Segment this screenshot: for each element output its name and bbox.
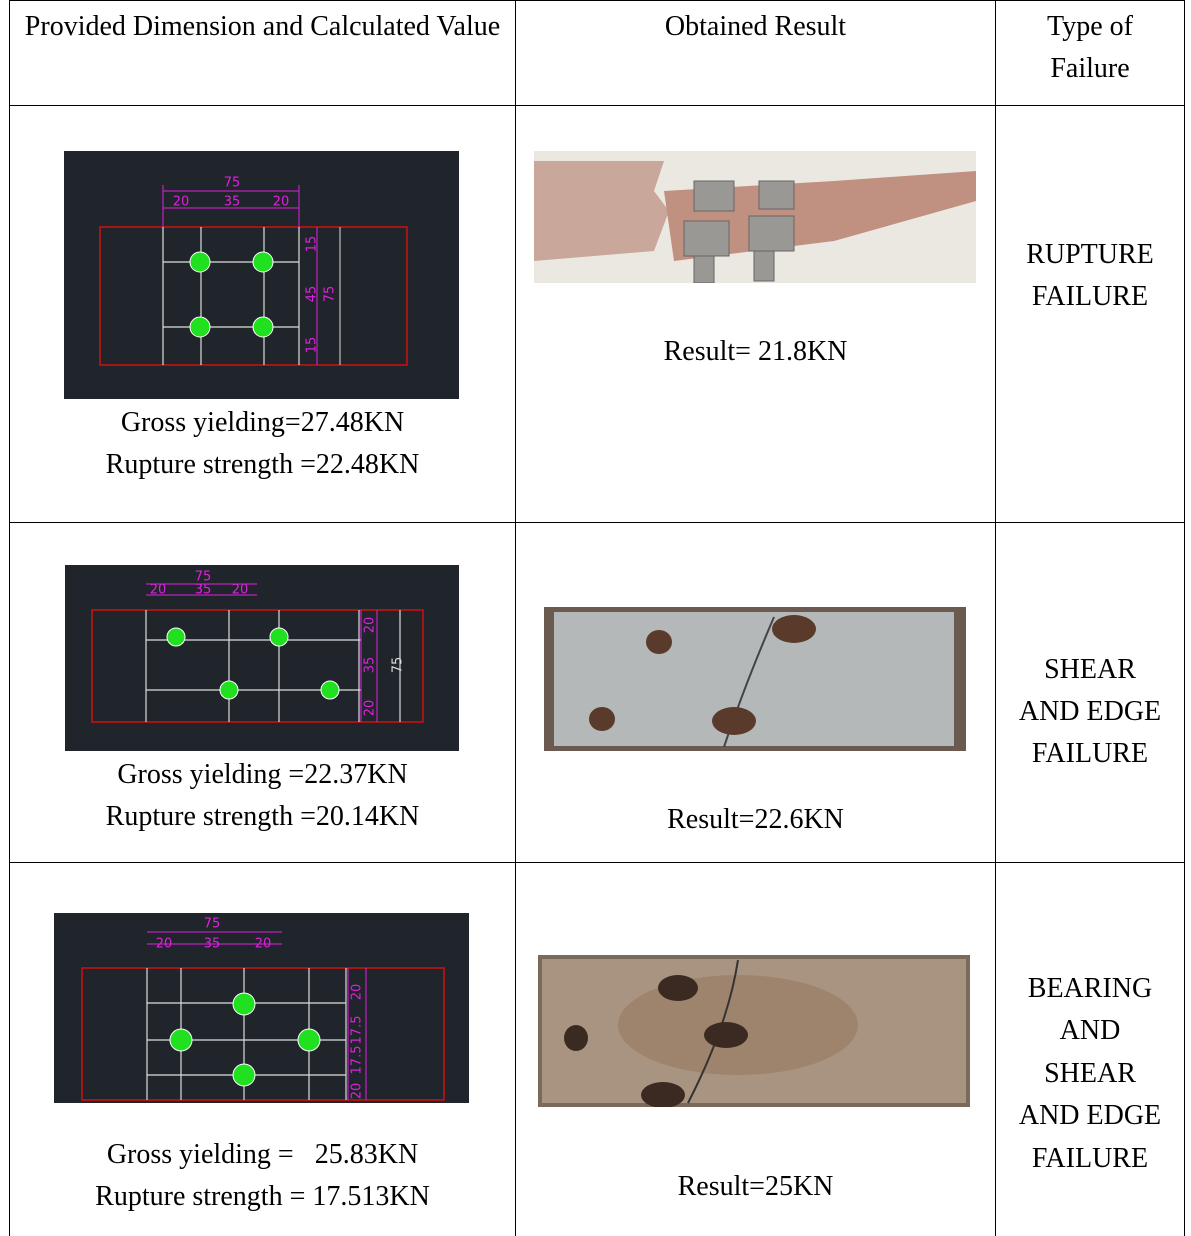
dim-label: 20 [363, 617, 378, 634]
dim-label: 75 [224, 176, 241, 191]
failure-type: SHEAR [1044, 654, 1136, 685]
border [9, 522, 1184, 523]
dim-label: 20 [350, 1083, 365, 1100]
header-cell: Provided Dimension and Calculated Value [24, 11, 501, 42]
dim-label: 20 [173, 195, 190, 210]
dim-label: 35 [195, 583, 212, 598]
dim-label: 75 [204, 917, 221, 932]
dim-label: 20 [232, 583, 249, 598]
dim-label: 20 [363, 700, 378, 717]
calculated-value: Gross yielding =22.37KN [117, 759, 408, 790]
failure-type: FAILURE [1031, 281, 1149, 312]
dim-label: 75 [323, 286, 338, 303]
calculated-value: Gross yielding = 25.83KN [106, 1139, 419, 1170]
dim-label: 45 [305, 286, 320, 303]
dim-label: 20 [156, 937, 173, 952]
result-photo [538, 955, 970, 1107]
border [1184, 0, 1185, 1236]
dim-label: 35 [363, 657, 378, 674]
dim-label: 75 [195, 570, 212, 585]
failure-type: AND [1059, 1015, 1121, 1046]
header-cell: Obtained Result [664, 11, 847, 42]
dim-label: 20 [255, 937, 272, 952]
failure-type: FAILURE [1031, 1143, 1149, 1174]
dim-label: 15 [305, 337, 320, 354]
failure-type: FAILURE [1031, 738, 1149, 769]
dim-label: 20 [273, 195, 290, 210]
failure-type: AND EDGE [1018, 696, 1162, 727]
border [9, 0, 10, 1236]
result-photo [534, 151, 976, 283]
cad-drawing: 75 20 35 20 20 35 20 75 [65, 565, 459, 751]
dim-label: 35 [224, 195, 241, 210]
border [995, 0, 996, 1236]
calculated-value: Rupture strength =20.14KN [105, 801, 420, 832]
result-photo [544, 607, 966, 751]
failure-type: RUPTURE [1026, 239, 1154, 270]
failure-type: AND EDGE [1018, 1100, 1162, 1131]
cad-drawing: 75 20 35 20 20 17.5 17.5 20 [54, 913, 469, 1103]
header-cell: Type of Failure [1047, 11, 1133, 84]
border [9, 862, 1184, 863]
calculated-value: Rupture strength = 17.513KN [95, 1181, 430, 1212]
dim-label: 17.5 [350, 1016, 365, 1045]
failure-type: BEARING [1027, 973, 1153, 1004]
dim-label: 35 [204, 937, 221, 952]
dim-label: 20 [350, 984, 365, 1001]
result: Result=22.6KN [667, 804, 844, 835]
border [9, 0, 1184, 1]
result: Result= 21.8KN [663, 336, 848, 367]
result: Result=25KN [677, 1171, 834, 1202]
calculated-value: Rupture strength =22.48KN [105, 449, 420, 480]
dim-label: 17.5 [350, 1046, 365, 1075]
dim-label: 75 [391, 657, 406, 674]
failure-type: SHEAR [1044, 1058, 1136, 1089]
calculated-value: Gross yielding=27.48KN [120, 407, 405, 438]
dim-label: 20 [150, 583, 167, 598]
dim-label: 15 [305, 236, 320, 253]
border [515, 0, 516, 1236]
cad-drawing: 75 20 35 20 15 45 15 75 [64, 151, 459, 399]
border [9, 105, 1184, 106]
